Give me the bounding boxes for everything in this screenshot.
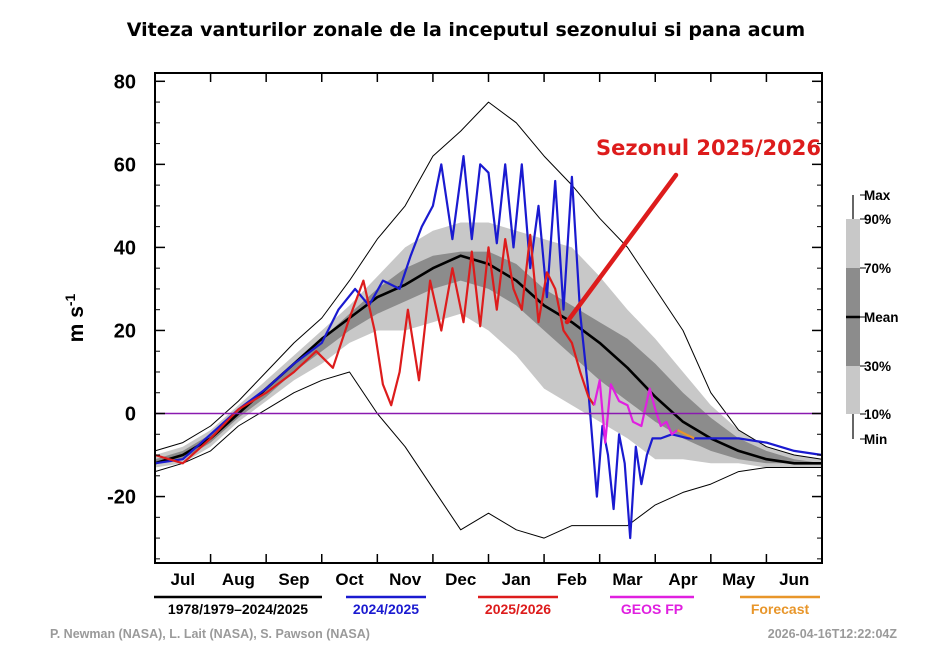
y-axis-label-exponent: -1 bbox=[62, 293, 78, 306]
pbar-label-5: 10% bbox=[864, 407, 891, 422]
band-30-70 bbox=[155, 251, 822, 464]
legend-label-0: 1978/1979–2024/2025 bbox=[168, 601, 308, 617]
percentile-legend-bar: Max 90% 70% Mean 30% 10% Min bbox=[846, 188, 899, 447]
credits: P. Newman (NASA), L. Lait (NASA), S. Paw… bbox=[50, 627, 370, 641]
legend: 1978/1979–2024/2025 2024/2025 2025/2026 GEO… bbox=[154, 595, 820, 617]
timestamp: 2026-04-16T12:22:04Z bbox=[768, 627, 898, 641]
y-tick-label-2: 40 bbox=[114, 237, 136, 259]
series-line-1 bbox=[154, 233, 596, 465]
y-axis-label-unit: m s bbox=[65, 306, 88, 342]
climatology-max-line bbox=[154, 101, 823, 460]
x-tick-label-9: Apr bbox=[668, 570, 698, 589]
annotation-arrow bbox=[564, 172, 679, 325]
pbar-label-1: 90% bbox=[864, 212, 891, 227]
x-tick-label-5: Dec bbox=[445, 570, 476, 589]
x-tick-label-7: Feb bbox=[557, 570, 587, 589]
x-tick-label-10: May bbox=[722, 570, 756, 589]
series-lines bbox=[154, 155, 823, 540]
pbar-label-6: Min bbox=[864, 432, 887, 447]
x-tick-label-11: Jun bbox=[779, 570, 809, 589]
x-tick-label-6: Jan bbox=[502, 570, 531, 589]
percentile-bands bbox=[154, 101, 823, 539]
series-line-0 bbox=[154, 155, 823, 540]
pbar-label-3: Mean bbox=[864, 310, 899, 325]
legend-label-1: 2024/2025 bbox=[353, 601, 419, 617]
y-tick-label-4: 0 bbox=[125, 404, 136, 426]
y-axis-label: m s-1 bbox=[62, 293, 88, 342]
y-tick-label-1: 60 bbox=[114, 154, 136, 176]
y-tick-label-0: 80 bbox=[114, 71, 136, 93]
chart-title: Viteza vanturilor zonale de la inceputul… bbox=[127, 19, 805, 41]
legend-label-4: Forecast bbox=[751, 601, 810, 617]
x-tick-label-8: Mar bbox=[612, 570, 643, 589]
legend-label-2: 2025/2026 bbox=[485, 601, 551, 617]
series-line-3 bbox=[677, 429, 695, 440]
y-tick-label-5: -20 bbox=[107, 487, 136, 509]
legend-label-3: GEOS FP bbox=[621, 601, 683, 617]
x-axis-ticks: Jul Aug Sep Oct Nov Dec Jan Feb Mar Apr May Jun bbox=[154, 73, 823, 589]
y-axis-ticks: 80 60 40 20 0 -20 bbox=[107, 71, 822, 560]
pbar-label-4: 30% bbox=[864, 359, 891, 374]
x-tick-label-0: Jul bbox=[171, 570, 196, 589]
season-annotation: Sezonul 2025/2026 bbox=[596, 136, 821, 160]
x-tick-label-2: Sep bbox=[278, 570, 309, 589]
x-tick-label-4: Nov bbox=[389, 570, 422, 589]
x-tick-label-1: Aug bbox=[222, 570, 255, 589]
climatology-min-line bbox=[154, 371, 822, 539]
y-tick-label-3: 20 bbox=[114, 320, 136, 342]
series-line-2 bbox=[593, 379, 679, 444]
pbar-label-2: 70% bbox=[864, 261, 891, 276]
pbar-label-0: Max bbox=[864, 188, 891, 203]
x-tick-label-3: Oct bbox=[335, 570, 364, 589]
